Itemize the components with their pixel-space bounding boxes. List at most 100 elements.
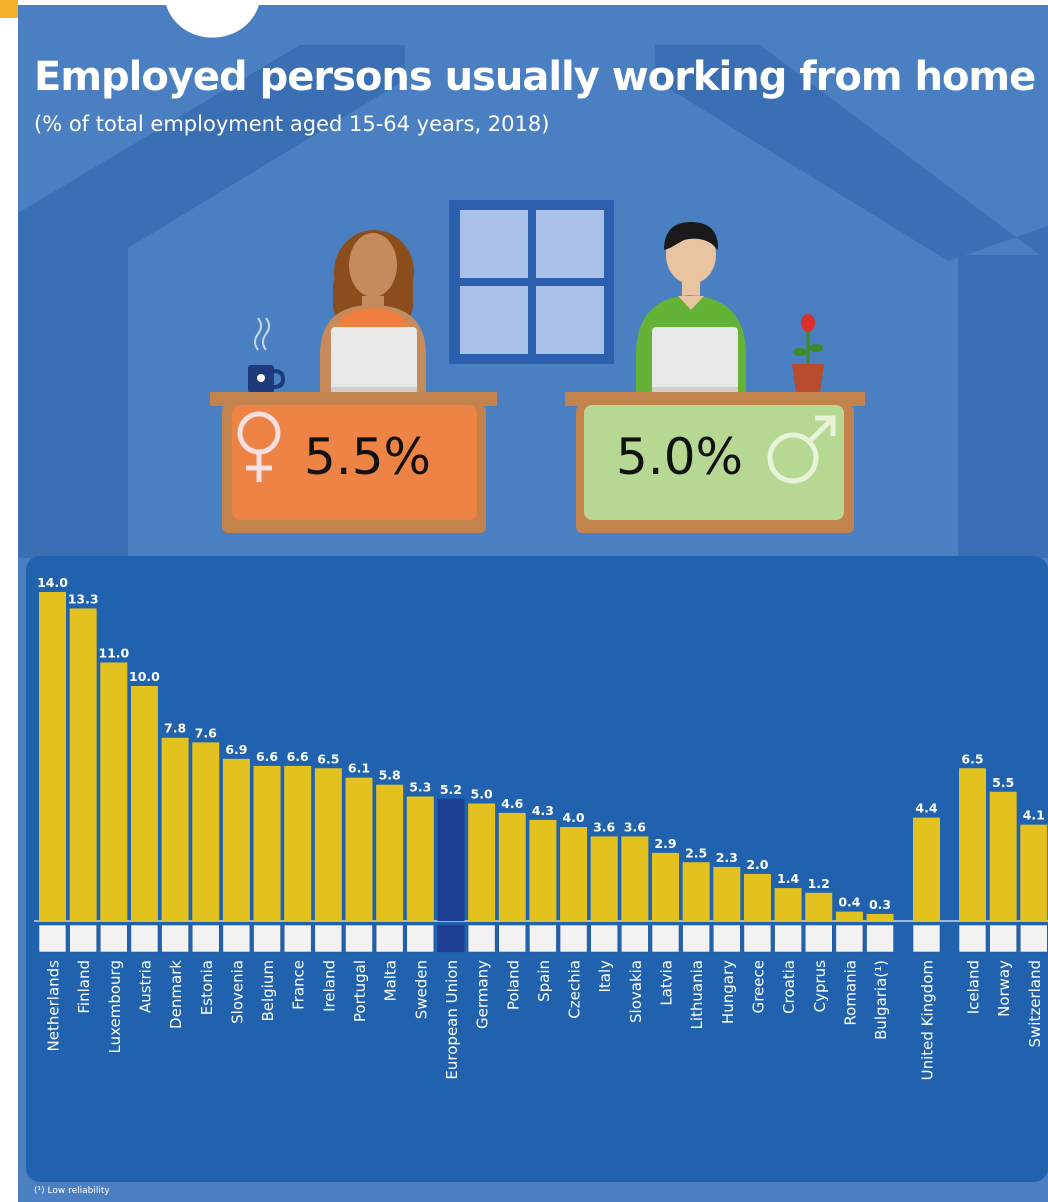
bar-poland <box>498 812 526 921</box>
bar-norway <box>989 791 1017 921</box>
bar-cyprus <box>805 892 833 921</box>
tick-label: Slovakia <box>627 960 645 1023</box>
bar-hungary <box>713 866 741 921</box>
data-label: 10.0 <box>129 669 160 684</box>
bar-finland <box>69 608 97 921</box>
bar-slovakia <box>621 836 649 921</box>
tick-label: Cyprus <box>811 960 829 1013</box>
data-label: 4.0 <box>562 810 584 825</box>
bar-germany <box>468 803 496 921</box>
data-label: 2.5 <box>685 845 707 860</box>
tick-label: Netherlands <box>45 960 63 1052</box>
data-label: 7.8 <box>164 721 186 736</box>
data-label: 3.6 <box>624 819 646 834</box>
flag-icon <box>498 924 526 953</box>
tick-label: Norway <box>995 960 1013 1017</box>
tick-label: Poland <box>504 960 522 1010</box>
tick-label: Denmark <box>167 960 185 1029</box>
data-label: 5.5 <box>992 775 1014 790</box>
footnote: (¹) Low reliability <box>34 1186 110 1196</box>
page-title: Employed persons usually working from ho… <box>34 54 1036 100</box>
bar-austria <box>130 686 158 921</box>
tick-label: Bulgaria(¹) <box>872 960 890 1040</box>
laptop-icon <box>652 327 738 393</box>
flag-icon <box>437 924 465 953</box>
bar-romania <box>835 911 863 921</box>
bar-malta <box>376 784 404 921</box>
tick-label: France <box>290 960 308 1010</box>
data-label: 2.0 <box>746 857 768 872</box>
flag-icon <box>375 924 404 953</box>
tick-label: Greece <box>749 960 767 1013</box>
flag-icon <box>559 924 588 953</box>
data-label: 1.2 <box>808 876 830 891</box>
flag-icon <box>529 924 557 953</box>
flag-icon <box>835 924 864 953</box>
bar-european-union <box>437 798 465 921</box>
bar-spain <box>529 819 557 921</box>
female-share-value: 5.5% <box>304 428 432 486</box>
flag-icon <box>866 924 894 953</box>
data-label: 0.4 <box>838 895 860 910</box>
data-label: 13.3 <box>68 591 99 606</box>
tick-label: Finland <box>75 960 93 1014</box>
flag-icon <box>130 924 159 953</box>
tick-label: Portugal <box>351 960 369 1022</box>
bar-iceland <box>959 768 986 921</box>
bar-slovenia <box>222 758 250 921</box>
bar-greece <box>743 874 771 921</box>
bar-czechia <box>560 827 588 921</box>
data-label: 5.0 <box>471 787 493 802</box>
tick-label: Iceland <box>965 960 983 1014</box>
data-label: 6.1 <box>348 761 370 776</box>
tick-label: Latvia <box>658 960 676 1006</box>
flag-icon <box>345 924 373 953</box>
data-label: 6.9 <box>225 742 247 757</box>
flag-icon <box>682 924 710 953</box>
flag-icon <box>467 924 496 953</box>
flag-icon <box>989 924 1017 953</box>
flag-icon <box>651 924 680 953</box>
flag-icon <box>222 924 251 953</box>
bar-sweden <box>406 796 434 921</box>
data-label: 2.9 <box>654 836 676 851</box>
bar-italy <box>590 836 618 921</box>
data-label: 14.0 <box>37 575 68 590</box>
data-label: 5.2 <box>440 782 462 797</box>
tick-label: Czechia <box>566 960 584 1019</box>
data-label: 6.5 <box>317 751 339 766</box>
data-label: 5.3 <box>409 779 431 794</box>
flag-icon <box>1020 924 1048 953</box>
flag-icon <box>192 924 220 953</box>
tick-label: Slovenia <box>228 960 246 1024</box>
flower-pot-icon <box>792 314 824 393</box>
bar-portugal <box>345 777 373 921</box>
window-icon <box>449 200 614 364</box>
bar-lithuania <box>682 862 710 921</box>
flag-icon <box>743 924 772 953</box>
bar-denmark <box>161 737 189 921</box>
bar-estonia <box>192 742 220 921</box>
female-desk <box>210 392 497 533</box>
data-label: 1.4 <box>777 871 799 886</box>
tick-label: Malta <box>382 960 400 1001</box>
flag-icon <box>253 924 281 953</box>
data-label: 0.3 <box>869 897 891 912</box>
data-label: 6.6 <box>287 749 309 764</box>
tick-label: Spain <box>535 960 553 1002</box>
house-roof-icon <box>18 45 1048 558</box>
female-symbol-icon <box>237 411 281 482</box>
data-label: 11.0 <box>98 646 129 661</box>
tick-label: Estonia <box>198 960 216 1015</box>
flag-icon <box>100 924 128 953</box>
flag-icon <box>283 924 312 953</box>
male-share-value: 5.0% <box>616 428 744 486</box>
flag-icon <box>774 924 802 953</box>
bar-croatia <box>774 888 802 921</box>
flag-icon <box>69 924 97 953</box>
data-label: 2.3 <box>716 850 738 865</box>
coffee-mug-icon <box>248 317 286 393</box>
